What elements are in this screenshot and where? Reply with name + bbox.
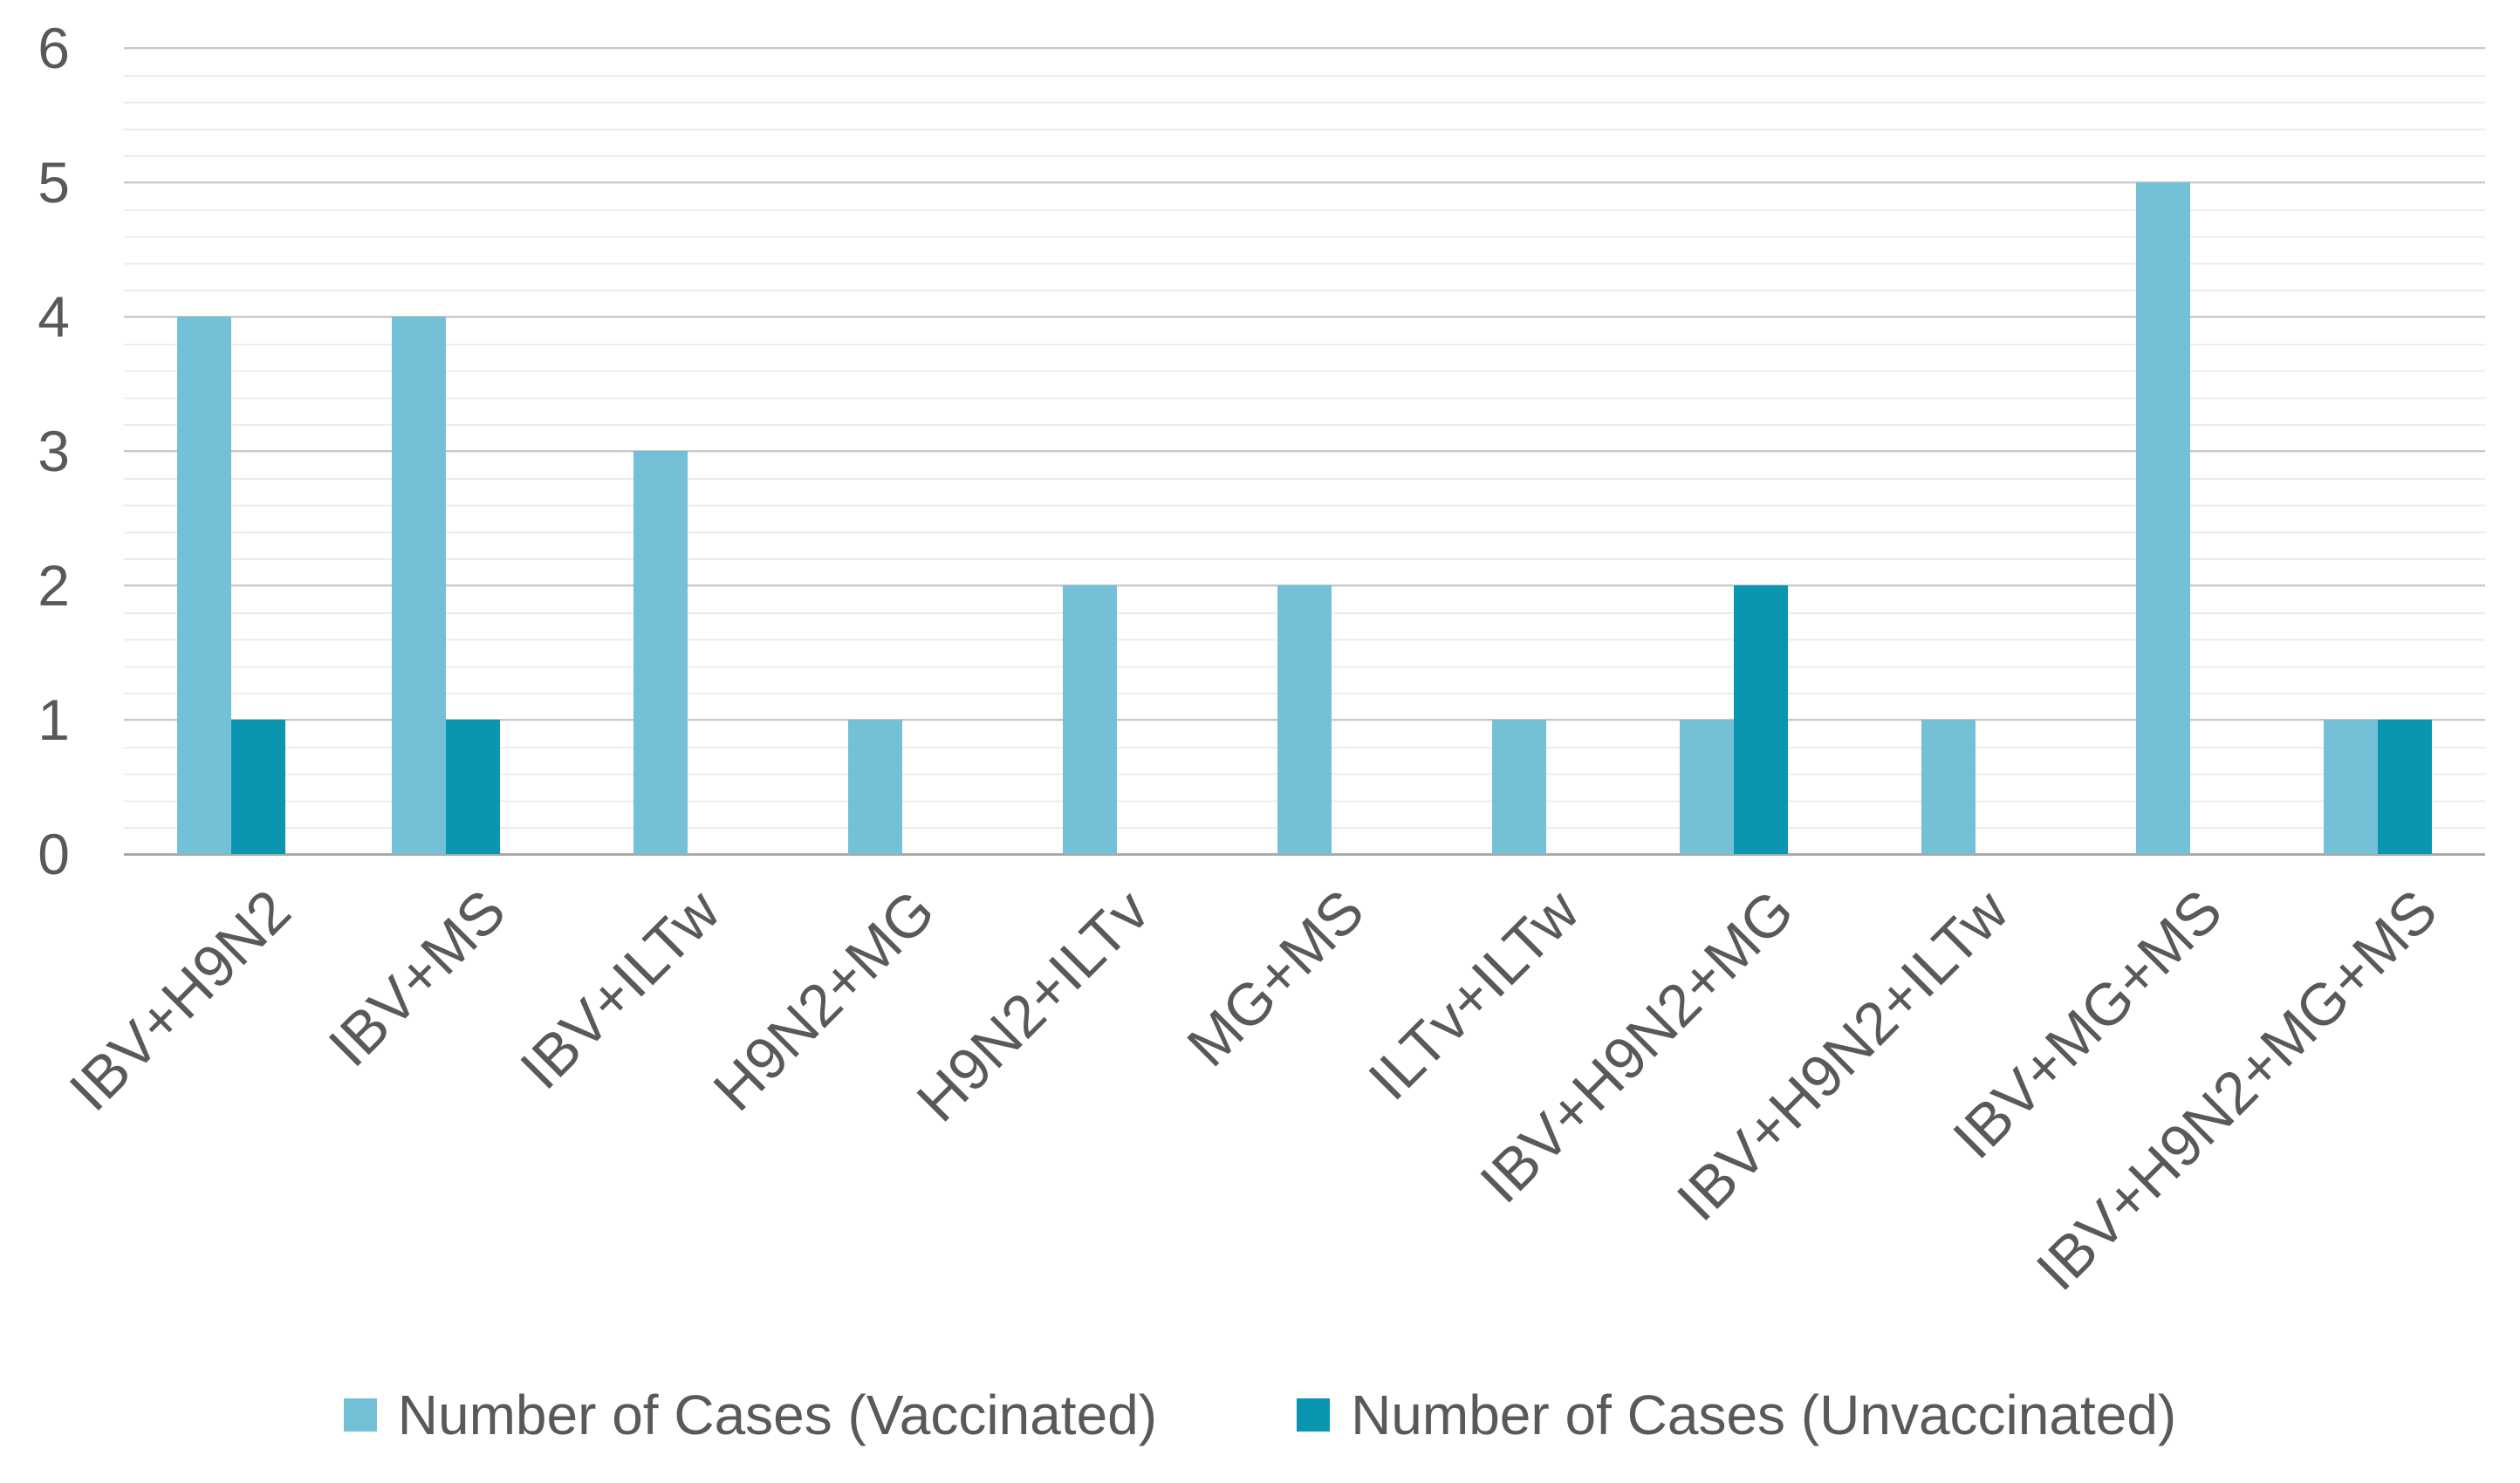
legend-marker-icon [343,1398,377,1432]
x-tick-label: IBV+H9N2 [57,877,304,1124]
major-gridline [124,316,2485,318]
bar-group [1626,48,1841,854]
y-tick-label: 4 [38,284,70,349]
bar-group [2270,48,2485,854]
bar-unvaccinated [2378,720,2432,854]
y-tick-label: 5 [38,150,70,215]
x-tick-label: MG+MS [1174,877,1377,1080]
bar-vaccinated [848,720,902,854]
bar-vaccinated [1277,585,1332,854]
bar-vaccinated [1063,585,1117,854]
bar-vaccinated [2324,720,2378,854]
x-tick-label: IBV+MS [315,877,518,1080]
bar-vaccinated [177,317,231,854]
legend-entry: Number of Cases (Unvaccinated) [1297,1383,2176,1447]
major-gridline [124,181,2485,183]
legend-marker-icon [1297,1398,1331,1432]
bar-vaccinated [2136,182,2190,854]
bar-vaccinated [1492,720,1546,854]
y-axis-tick-labels: 0 1 2 3 4 5 6 [0,19,70,883]
bar-unvaccinated [446,720,500,854]
y-tick-label: 1 [38,687,70,752]
bar-vaccinated [1680,720,1734,854]
bar-unvaccinated [1734,585,1788,854]
bar-group [124,48,339,854]
bar-vaccinated [633,451,688,854]
plot-area [124,47,2485,856]
bar-unvaccinated [231,720,285,854]
y-tick-label: 0 [38,822,70,886]
x-tick-label: IBV+H9N2+MG+MS [2024,877,2450,1303]
bar-group [339,48,553,854]
x-tick-label: H9N2+ILTv [904,877,1162,1135]
bar-group [1412,48,1626,854]
y-tick-label: 3 [38,419,70,483]
x-tick-label: IBV+ILTw [508,877,733,1103]
bar-groups [124,48,2485,854]
legend: Number of Cases (Vaccinated) Number of Ca… [0,1383,2520,1447]
bar-group [1197,48,1412,854]
x-axis-line [124,852,2485,856]
y-tick-label: 6 [38,16,70,80]
legend-entry: Number of Cases (Vaccinated) [343,1383,1158,1447]
bar-group [553,48,768,854]
major-gridline [124,47,2485,49]
bar-group [983,48,1197,854]
y-tick-label: 2 [38,553,70,618]
bar-group [2056,48,2270,854]
bar-vaccinated [392,317,446,854]
bar-vaccinated [1921,720,1976,854]
legend-label: Number of Cases (Unvaccinated) [1351,1384,2177,1446]
bar-group [768,48,983,854]
major-gridline [124,450,2485,452]
bar-group [1841,48,2056,854]
legend-label: Number of Cases (Vaccinated) [397,1384,1158,1446]
